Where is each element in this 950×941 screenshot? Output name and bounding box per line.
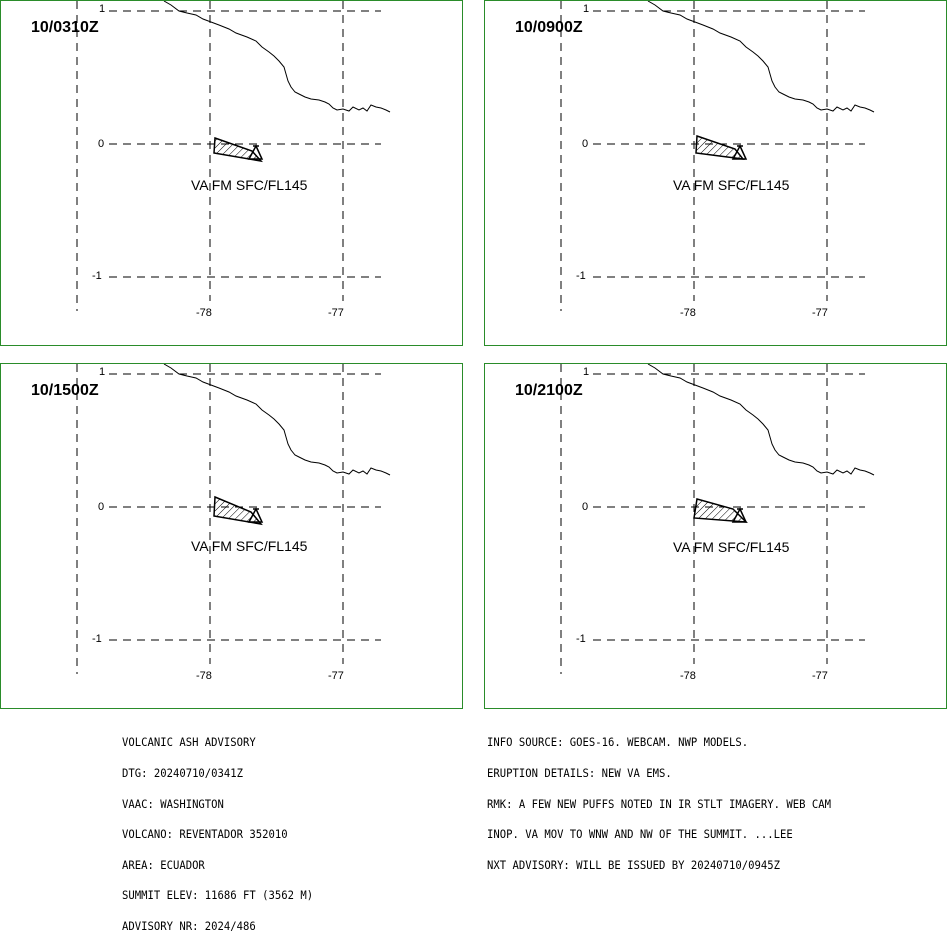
lat-tick-label: 1 xyxy=(583,3,590,15)
advisory-info-block: INFO SOURCE: GOES-16. WEBCAM. NWP MODELS… xyxy=(487,717,831,880)
ash-level-label: VA FM SFC/FL145 xyxy=(191,177,308,193)
lon-tick-label: -78 xyxy=(680,307,696,319)
lat-tick-label: 0 xyxy=(582,138,589,150)
info-line: ERUPTION DETAILS: NEW VA EMS. xyxy=(487,766,672,780)
volcano-symbol xyxy=(247,507,264,523)
ash-level-label: VA FM SFC/FL145 xyxy=(191,538,308,554)
volcano-symbol xyxy=(247,144,264,160)
advisory-line: ADVISORY NR: 2024/486 xyxy=(122,918,256,933)
lat-tick-label: -1 xyxy=(576,270,586,282)
map-panel-4: 10/2100Z VA FM SFC/FL145 1 0 -1 -78 -77 xyxy=(484,363,947,709)
lat-tick-label: 0 xyxy=(98,501,105,513)
lon-tick-label: -78 xyxy=(680,670,696,682)
lat-tick-label: -1 xyxy=(92,270,102,282)
panel-time: 10/0900Z xyxy=(515,19,583,36)
map-panel-2: 10/0900Z VA FM SFC/FL145 1 0 -1 -78 -77 xyxy=(484,0,947,346)
map-panel-1: 10/0310Z VA FM SFC/FL145 1 0 -1 -78 -77 xyxy=(0,0,463,346)
ash-area xyxy=(213,495,263,526)
map-graphic-2 xyxy=(560,1,875,311)
ash-area xyxy=(693,498,748,523)
ash-area xyxy=(213,136,264,163)
panel-time: 10/1500Z xyxy=(31,382,99,399)
map-graphic-3 xyxy=(76,364,391,674)
volcano-symbol xyxy=(731,144,748,160)
info-line: INFO SOURCE: GOES-16. WEBCAM. NWP MODELS… xyxy=(487,735,749,750)
lat-tick-label: 0 xyxy=(582,501,589,513)
coastline xyxy=(647,1,875,113)
ash-area xyxy=(695,134,745,160)
lon-tick-label: -77 xyxy=(812,307,828,319)
lat-tick-label: 1 xyxy=(583,366,590,378)
advisory-line: DTG: 20240710/0341Z xyxy=(122,766,244,780)
advisory-line: VOLCANIC ASH ADVISORY xyxy=(122,735,256,750)
lat-tick-label: -1 xyxy=(92,633,102,645)
advisory-line: VOLCANO: REVENTADOR 352010 xyxy=(122,827,288,842)
advisory-line: AREA: ECUADOR xyxy=(122,857,205,872)
coastline xyxy=(163,1,391,113)
advisory-line: SUMMIT ELEV: 11686 FT (3562 M) xyxy=(122,888,314,903)
coastline xyxy=(647,364,875,476)
map-panel-3: 10/1500Z VA FM SFC/FL145 1 0 -1 -78 -77 xyxy=(0,363,463,709)
lat-tick-label: 0 xyxy=(98,138,105,150)
info-line: NXT ADVISORY: WILL BE ISSUED BY 20240710… xyxy=(487,857,781,872)
info-line: RMK: A FEW NEW PUFFS NOTED IN IR STLT IM… xyxy=(487,796,831,811)
lat-tick-label: 1 xyxy=(99,3,106,15)
advisory-header-block: VOLCANIC ASH ADVISORY DTG: 20240710/0341… xyxy=(122,717,313,941)
info-line: INOP. VA MOV TO WNW AND NW OF THE SUMMIT… xyxy=(487,827,793,842)
advisory-line: VAAC: WASHINGTON xyxy=(122,796,224,811)
ash-level-label: VA FM SFC/FL145 xyxy=(673,177,790,193)
panel-time: 10/2100Z xyxy=(515,382,583,399)
map-graphic-1 xyxy=(76,1,391,311)
panel-time: 10/0310Z xyxy=(31,19,99,36)
lon-tick-label: -78 xyxy=(196,670,212,682)
lat-tick-label: -1 xyxy=(576,633,586,645)
lon-tick-label: -77 xyxy=(812,670,828,682)
lon-tick-label: -77 xyxy=(328,670,344,682)
lon-tick-label: -78 xyxy=(196,307,212,319)
lon-tick-label: -77 xyxy=(328,307,344,319)
ash-level-label: VA FM SFC/FL145 xyxy=(673,539,790,555)
map-graphic-4 xyxy=(560,364,875,674)
volcano-symbol xyxy=(731,507,748,523)
coastline xyxy=(163,364,391,476)
lat-tick-label: 1 xyxy=(99,366,106,378)
